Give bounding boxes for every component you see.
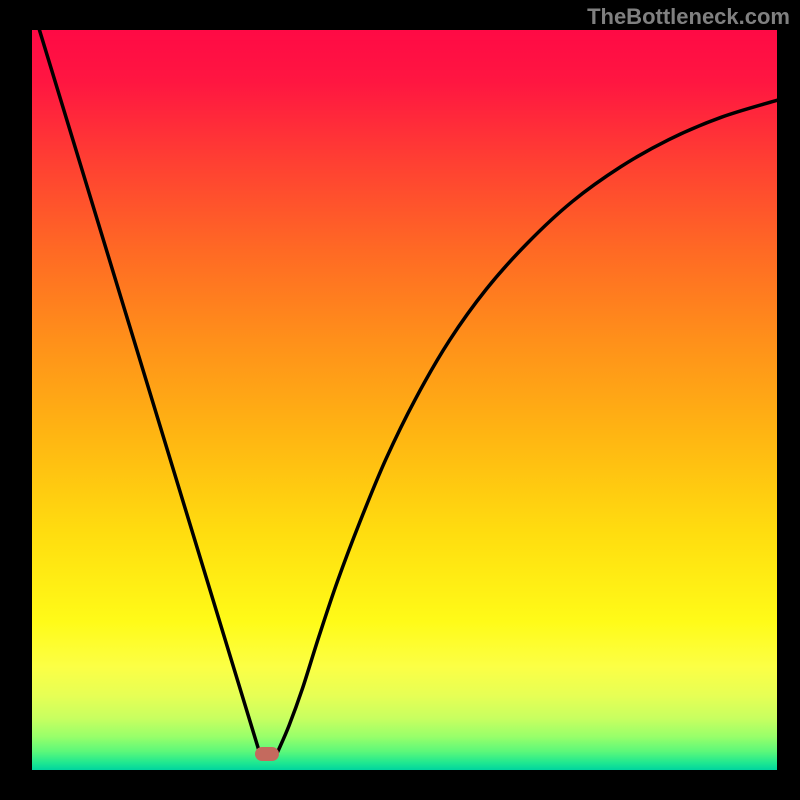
bottleneck-curve [32, 30, 777, 770]
chart-container: TheBottleneck.com [0, 0, 800, 800]
watermark-text: TheBottleneck.com [587, 4, 790, 30]
minimum-marker [255, 747, 279, 761]
plot-area [32, 30, 777, 770]
